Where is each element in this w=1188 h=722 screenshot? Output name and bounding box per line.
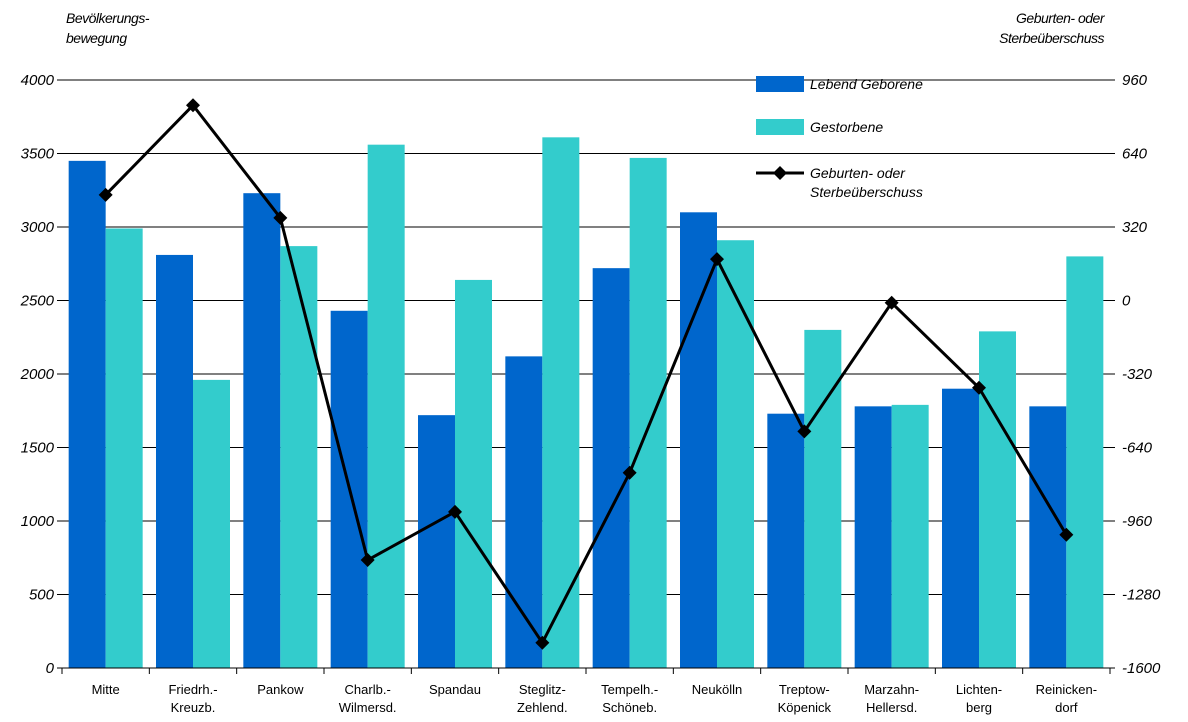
bar-lebend-geborene bbox=[680, 212, 717, 669]
bar-lebend-geborene bbox=[418, 415, 455, 668]
category-label: Zehlend. bbox=[517, 700, 568, 715]
bar-gestorbene bbox=[542, 137, 580, 668]
bar-lebend-geborene bbox=[854, 406, 892, 668]
category-label: Friedrh.- bbox=[168, 682, 217, 697]
legend-label: Geburten- oder bbox=[810, 165, 906, 181]
legend-marker bbox=[773, 166, 787, 180]
category-label: Charlb.- bbox=[345, 682, 391, 697]
legend-label: Lebend Geborene bbox=[810, 76, 923, 92]
bar-gestorbene bbox=[717, 240, 754, 669]
line-marker bbox=[1059, 527, 1074, 542]
category-label: Spandau bbox=[429, 682, 481, 697]
right-tick-label: -320 bbox=[1122, 366, 1153, 383]
category-label: Kreuzb. bbox=[171, 700, 216, 715]
category-label: dorf bbox=[1055, 700, 1078, 715]
bar-gestorbene bbox=[105, 228, 143, 668]
left-tick-label: 3500 bbox=[21, 146, 55, 163]
line-marker bbox=[972, 380, 986, 395]
left-tick-label: 0 bbox=[46, 660, 55, 677]
right-axis-title: Geburten- oder Sterbeüberschuss bbox=[999, 10, 1104, 46]
bar-gestorbene bbox=[804, 329, 842, 668]
category-label: Hellersd. bbox=[866, 700, 917, 715]
line-marker bbox=[710, 252, 724, 267]
category-label: Reinicken- bbox=[1036, 682, 1097, 697]
category-label: Steglitz- bbox=[519, 682, 566, 697]
left-tick-label: 500 bbox=[29, 587, 55, 604]
category-label: Lichten- bbox=[956, 682, 1002, 697]
right-tick-label: -1600 bbox=[1122, 660, 1161, 677]
bar-lebend-geborene bbox=[942, 388, 979, 668]
line-marker bbox=[273, 210, 288, 225]
left-tick-label: 1000 bbox=[21, 513, 55, 530]
left-tick-label: 2000 bbox=[20, 366, 55, 383]
category-label: Schöneb. bbox=[602, 700, 657, 715]
bar-lebend-geborene bbox=[1029, 406, 1067, 668]
category-label: Wilmersd. bbox=[339, 700, 397, 715]
right-tick-label: -1280 bbox=[1122, 587, 1161, 604]
line-geburten-oder-sterbeueberschuss bbox=[104, 102, 1068, 646]
bar-lebend-geborene bbox=[156, 254, 193, 668]
category-label: Marzahn- bbox=[864, 682, 919, 697]
bar-lebend-geborene bbox=[68, 160, 106, 668]
line-marker bbox=[535, 635, 550, 650]
left-axis-title: Bevölkerungs- bewegung bbox=[66, 10, 150, 46]
line-marker bbox=[622, 465, 637, 480]
line-marker bbox=[360, 553, 375, 568]
left-tick-label: 1500 bbox=[21, 440, 55, 457]
left-tick-label: 4000 bbox=[21, 72, 55, 89]
category-label: Pankow bbox=[257, 682, 304, 697]
bar-gestorbene bbox=[629, 157, 667, 668]
line-marker bbox=[884, 295, 899, 310]
line-marker bbox=[98, 187, 113, 202]
bar-gestorbene bbox=[367, 144, 405, 668]
legend-label: Sterbeüberschuss bbox=[810, 184, 923, 200]
legend-label: Gestorbene bbox=[810, 119, 883, 135]
bar-gestorbene bbox=[193, 379, 230, 668]
line-marker bbox=[797, 424, 812, 439]
legend-swatch bbox=[756, 119, 804, 135]
right-tick-label: 320 bbox=[1122, 219, 1148, 236]
bar-gestorbene bbox=[891, 404, 929, 668]
bar-lebend-geborene bbox=[243, 193, 281, 668]
category-label: Tempelh.- bbox=[601, 682, 658, 697]
left-tick-label: 2500 bbox=[20, 293, 55, 310]
right-tick-label: -640 bbox=[1122, 440, 1153, 457]
right-tick-label: 960 bbox=[1122, 72, 1148, 89]
bar-lebend-geborene bbox=[592, 268, 630, 668]
category-label: Neukölln bbox=[692, 682, 743, 697]
right-tick-label: 640 bbox=[1122, 146, 1148, 163]
bar-gestorbene bbox=[280, 246, 318, 669]
bar-gestorbene bbox=[979, 331, 1016, 668]
category-label: Mitte bbox=[92, 682, 120, 697]
right-tick-label: 0 bbox=[1122, 293, 1131, 310]
right-tick-label: -960 bbox=[1122, 513, 1153, 530]
bar-gestorbene bbox=[1066, 256, 1104, 668]
line-marker bbox=[448, 504, 462, 519]
category-label: berg bbox=[966, 700, 992, 715]
line-marker bbox=[186, 98, 200, 113]
bar-gestorbene bbox=[455, 279, 492, 668]
bar-lebend-geborene bbox=[767, 413, 805, 668]
left-tick-label: 3000 bbox=[21, 219, 55, 236]
category-label: Treptow- bbox=[779, 682, 830, 697]
legend-swatch bbox=[756, 76, 804, 92]
category-label: Köpenick bbox=[778, 700, 832, 715]
bar-lebend-geborene bbox=[505, 356, 543, 668]
